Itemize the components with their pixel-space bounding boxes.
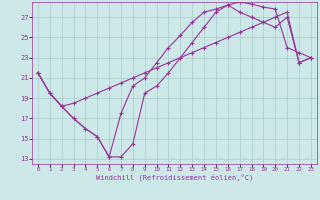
X-axis label: Windchill (Refroidissement éolien,°C): Windchill (Refroidissement éolien,°C) xyxy=(96,174,253,181)
